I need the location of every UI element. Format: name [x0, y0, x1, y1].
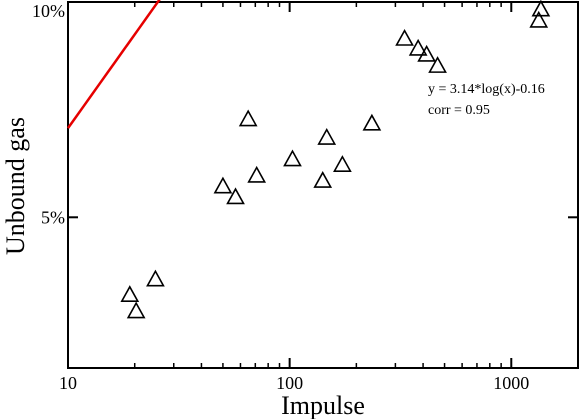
data-point-3	[213, 176, 233, 194]
data-point-9	[317, 127, 337, 145]
data-point-4	[226, 187, 245, 205]
data-point-5	[238, 109, 258, 127]
y-tick-label-1: 10%	[32, 1, 65, 21]
fit-line	[66, 0, 161, 129]
data-point-13	[408, 38, 428, 56]
data-point-7	[283, 149, 302, 167]
data-point-17	[531, 0, 551, 17]
points-layer	[120, 0, 551, 319]
data-point-11	[362, 113, 382, 131]
data-point-14	[417, 44, 436, 62]
data-point-6	[247, 165, 267, 183]
correlation-label: corr = 0.95	[428, 103, 490, 118]
y-axis-label: Unbound gas	[1, 117, 30, 255]
data-point-10	[333, 155, 352, 172]
data-point-12	[395, 28, 414, 46]
data-point-0	[120, 285, 140, 303]
data-point-15	[428, 56, 447, 73]
data-point-1	[126, 301, 146, 319]
data-point-16	[529, 10, 549, 28]
plot-frame	[67, 1, 579, 369]
data-point-2	[146, 269, 165, 287]
axis-ticks	[67, 1, 578, 368]
x-tick-label-1: 100	[276, 373, 303, 393]
axis-tick-labels: 10 100 1000 5% 10%	[32, 1, 529, 393]
fit-layer	[66, 0, 161, 129]
x-tick-label-0: 10	[59, 373, 77, 393]
x-axis-label: Impulse	[281, 391, 365, 419]
y-tick-label-0: 5%	[41, 207, 65, 227]
data-point-8	[313, 171, 333, 188]
x-tick-label-2: 1000	[493, 373, 529, 393]
fit-equation-label: y = 3.14*log(x)-0.16	[428, 82, 545, 97]
